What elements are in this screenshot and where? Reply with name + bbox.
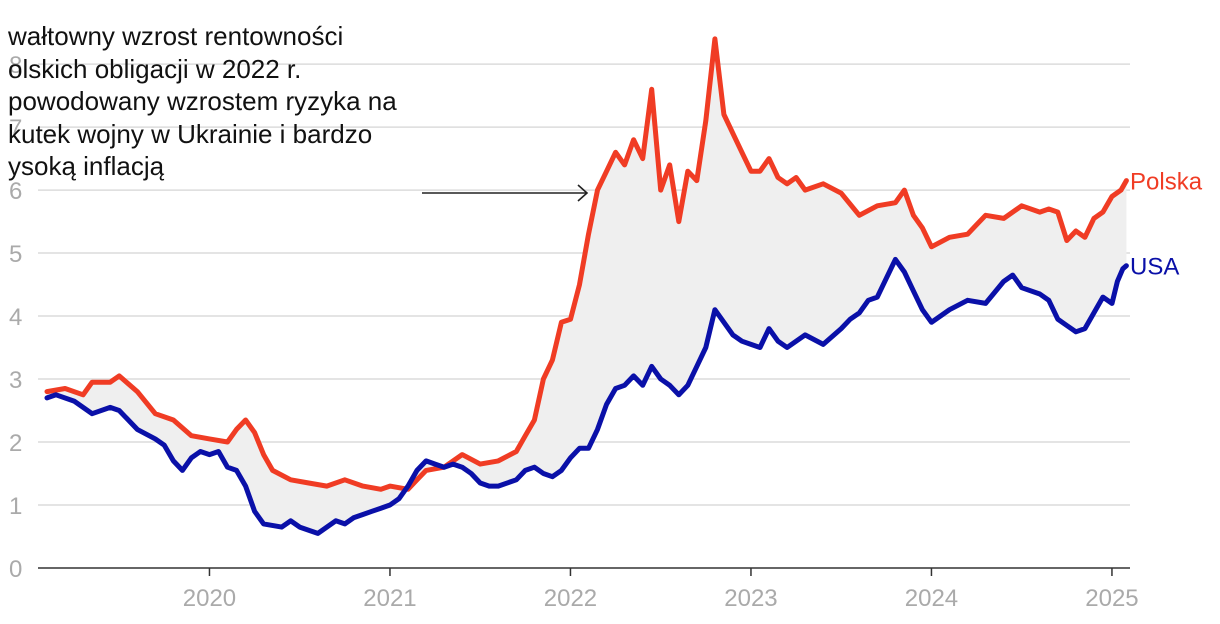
y-tick-label: 4 <box>9 304 22 331</box>
x-tick-label: 2022 <box>544 585 597 612</box>
y-tick-label: 1 <box>9 493 22 520</box>
annotation-line: powodowany wzrostem ryzyka na <box>8 86 397 116</box>
y-tick-label: 3 <box>9 367 22 394</box>
annotation-line: olskich obligacji w 2022 r. <box>8 53 302 84</box>
series-label: USA <box>1130 254 1179 281</box>
annotation-text: wałtowny wzrost rentowności olskich obli… <box>8 20 438 183</box>
annotation-line: ysoką inflacją <box>8 151 165 181</box>
annotation-arrow <box>422 184 589 202</box>
x-tick-label: 2025 <box>1085 585 1138 612</box>
x-axis-tick-labels: 2020 2021 2022 2023 2024 2025 <box>183 568 1139 612</box>
y-tick-label: 6 <box>9 178 22 205</box>
x-tick-label: 2023 <box>724 585 777 612</box>
annotation-line: wałtowny wzrost rentowności <box>8 21 344 51</box>
y-axis-tick-labels: 0 1 2 3 4 5 6 7 8 <box>9 52 22 583</box>
y-tick-label: 7 <box>9 115 22 142</box>
spread-band <box>47 38 1127 534</box>
series-line-polska <box>44 36 1129 492</box>
y-tick-label: 0 <box>9 556 22 583</box>
series-line-usa <box>44 256 1129 536</box>
series-lines <box>44 36 1129 536</box>
y-tick-label: 2 <box>9 430 22 457</box>
arrow-head <box>577 184 589 202</box>
series-label: Polska <box>1130 169 1203 196</box>
series-end-labels: Polska USA <box>1130 169 1203 281</box>
y-tick-label: 8 <box>9 52 22 79</box>
x-tick-label: 2021 <box>363 585 416 612</box>
x-tick-label: 2020 <box>183 585 236 612</box>
y-tick-label: 5 <box>9 241 22 268</box>
annotation-line: kutek wojny w Ukrainie i bardzo <box>8 118 373 149</box>
x-tick-label: 2024 <box>905 585 958 612</box>
